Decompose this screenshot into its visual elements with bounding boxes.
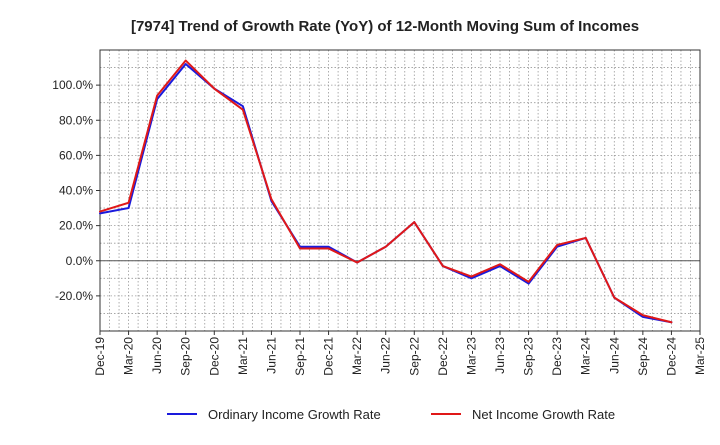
x-tick-label: Mar-24 — [579, 337, 593, 375]
x-tick-label: Sep-23 — [522, 337, 536, 376]
legend: Ordinary Income Growth Rate Net Income Gr… — [167, 407, 615, 422]
x-tick-label: Dec-24 — [664, 337, 678, 376]
x-tick-label: Dec-21 — [322, 337, 336, 376]
x-tick-label: Mar-22 — [350, 337, 364, 375]
x-tick-label: Jun-23 — [493, 337, 507, 374]
x-tick-label: Jun-22 — [379, 337, 393, 374]
legend-label-2: Net Income Growth Rate — [472, 407, 615, 422]
x-tick-label: Jun-24 — [607, 337, 621, 374]
series-lines — [99, 59, 673, 324]
x-tick-label: Mar-23 — [464, 337, 478, 375]
y-tick-label: 40.0% — [59, 184, 93, 198]
y-tick-label: 20.0% — [59, 219, 93, 233]
x-tick-label: Dec-22 — [436, 337, 450, 376]
plot-area — [100, 50, 700, 331]
x-tick-label: Sep-21 — [293, 337, 307, 376]
axes: -20.0% 0.0% 20.0% 40.0% 60.0% 80.0% 100.0% Dec-… — [52, 49, 707, 376]
series-line-2 — [99, 59, 673, 324]
x-tick-label: Mar-21 — [236, 337, 250, 375]
x-tick-label: Dec-19 — [93, 337, 107, 376]
chart-title: [7974] Trend of Growth Rate (YoY) of 12-… — [131, 18, 639, 35]
x-tick-label: Sep-24 — [636, 337, 650, 376]
y-tick-label: -20.0% — [55, 289, 93, 303]
y-tick-label: 60.0% — [59, 148, 93, 162]
x-tick-label: Sep-22 — [407, 337, 421, 376]
x-tick-label: Sep-20 — [179, 337, 193, 376]
grid — [100, 50, 700, 331]
y-tick-label: 0.0% — [66, 254, 94, 268]
x-tick-label: Dec-23 — [550, 337, 564, 376]
x-tick-label: Jun-20 — [150, 337, 164, 374]
x-tick-label: Dec-20 — [207, 337, 221, 376]
legend-label-1: Ordinary Income Growth Rate — [208, 407, 381, 422]
y-tick-label: 100.0% — [52, 78, 93, 92]
x-tick-label: Mar-25 — [693, 337, 707, 375]
x-tick-label: Jun-21 — [264, 337, 278, 374]
y-tick-label: 80.0% — [59, 113, 93, 127]
x-tick-label: Mar-20 — [122, 337, 136, 375]
